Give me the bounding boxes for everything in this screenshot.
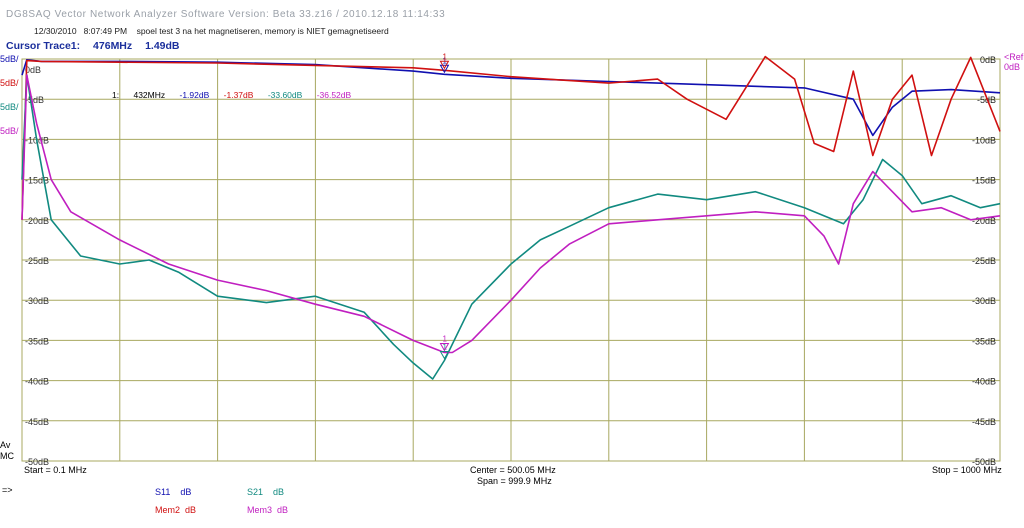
legend-s11-unit: dB xyxy=(180,487,192,497)
y-tick-right-7: -35dB xyxy=(972,336,996,346)
stop-frequency: Stop = 1000 MHz xyxy=(932,465,1002,475)
legend-mem2-unit: dB xyxy=(185,505,197,515)
trace-mem3 xyxy=(21,74,1001,354)
trace-s21 xyxy=(21,74,1001,380)
window-title: DG8SAQ Vector Network Analyzer Software … xyxy=(6,9,446,20)
legend-s21-name: S21 xyxy=(247,487,264,497)
readout-marker: 1: xyxy=(112,90,120,100)
span-frequency: Span = 999.9 MHz xyxy=(477,476,552,486)
cursor-readout: Cursor Trace1: 476MHz 1.49dB xyxy=(6,41,190,52)
legend-mem2-name: Mem2 xyxy=(155,505,181,515)
cursor-frequency: 476MHz xyxy=(93,40,133,52)
y-tick-left-0: 0dB xyxy=(25,65,41,75)
marker-readout: 1: 432MHz -1.92dB -1.37dB -33.60dB -36.5… xyxy=(112,90,363,100)
y-tick-left-8: -40dB xyxy=(25,377,49,387)
measurement-info: 12/30/2010 8:07:49 PM spoel test 3 na he… xyxy=(34,27,389,36)
cursor-value: 1.49dB xyxy=(145,40,180,52)
legend-s11-name: S11 xyxy=(155,487,171,497)
legend-mem2[interactable]: Mem2 dB xyxy=(155,505,196,515)
y-tick-left-6: -30dB xyxy=(25,296,49,306)
y-tick-right-5: -25dB xyxy=(972,256,996,266)
marker-triangle-s21 xyxy=(439,351,450,360)
scale-label-1: 5dB/ xyxy=(0,78,19,88)
cursor-label: Cursor Trace1: xyxy=(6,40,81,52)
marker-triangle-s11 xyxy=(439,64,450,74)
y-tick-right-4: -20dB xyxy=(972,216,996,226)
y-tick-right-6: -30dB xyxy=(972,296,996,306)
readout-s11: -1.92dB xyxy=(179,90,210,100)
scale-label-2: 5dB/ xyxy=(0,102,19,112)
y-tick-right-3: -15dB xyxy=(972,176,996,186)
readout-mem2: -1.37dB xyxy=(223,90,254,100)
trace-mem2 xyxy=(21,55,1001,220)
marker-triangle-mem3 xyxy=(439,342,450,352)
mc-indicator: MC xyxy=(0,451,14,461)
y-tick-left-10: -50dB xyxy=(25,457,49,467)
marker-label-mem2: 1 xyxy=(442,52,447,61)
legend-mem3[interactable]: Mem3 dB xyxy=(247,505,288,515)
y-tick-left-9: -45dB xyxy=(25,417,49,427)
marker-label-mem3: 1 xyxy=(442,334,447,343)
ref-label: <Ref xyxy=(1004,52,1024,62)
legend-mem3-name: Mem3 xyxy=(247,505,273,515)
legend-s11[interactable]: S11 dB xyxy=(155,487,191,497)
scale-label-0: 5dB/ xyxy=(0,54,19,64)
legend-s21-unit: dB xyxy=(273,487,285,497)
averaging-indicator: Av xyxy=(0,440,11,450)
center-frequency: Center = 500.05 MHz xyxy=(470,465,556,475)
start-frequency: Start = 0.1 MHz xyxy=(24,465,87,475)
y-tick-left-3: -15dB xyxy=(25,176,49,186)
readout-mem3: -36.52dB xyxy=(316,90,352,100)
y-tick-left-1: -5dB xyxy=(25,95,44,105)
ref-value: 0dB xyxy=(1004,62,1021,72)
marker-label-s21: 1 xyxy=(442,343,447,352)
y-tick-right-8: -40dB xyxy=(972,377,996,387)
readout-s21: -33.60dB xyxy=(267,90,303,100)
y-tick-left-5: -25dB xyxy=(25,256,49,266)
measurement-date: 12/30/2010 xyxy=(34,26,77,36)
legend-mem3-unit: dB xyxy=(277,505,289,515)
readout-frequency: 432MHz xyxy=(133,90,166,100)
y-tick-right-0: 0dB xyxy=(980,55,996,65)
y-tick-right-10: -50dB xyxy=(972,457,996,467)
y-tick-left-7: -35dB xyxy=(25,336,49,346)
marker-triangle-mem2 xyxy=(439,60,450,70)
arrow-prompt: => xyxy=(2,485,13,495)
y-tick-right-2: -10dB xyxy=(972,135,996,145)
y-tick-right-1: -5dB xyxy=(977,95,996,105)
legend-s21[interactable]: S21 dB xyxy=(247,487,284,497)
y-tick-right-9: -45dB xyxy=(972,417,996,427)
measurement-time: 8:07:49 PM xyxy=(83,26,128,36)
scale-label-3: 5dB/ xyxy=(0,126,19,136)
y-tick-left-4: -20dB xyxy=(25,216,49,226)
measurement-comment: spoel test 3 na het magnetiseren, memory… xyxy=(136,26,389,36)
